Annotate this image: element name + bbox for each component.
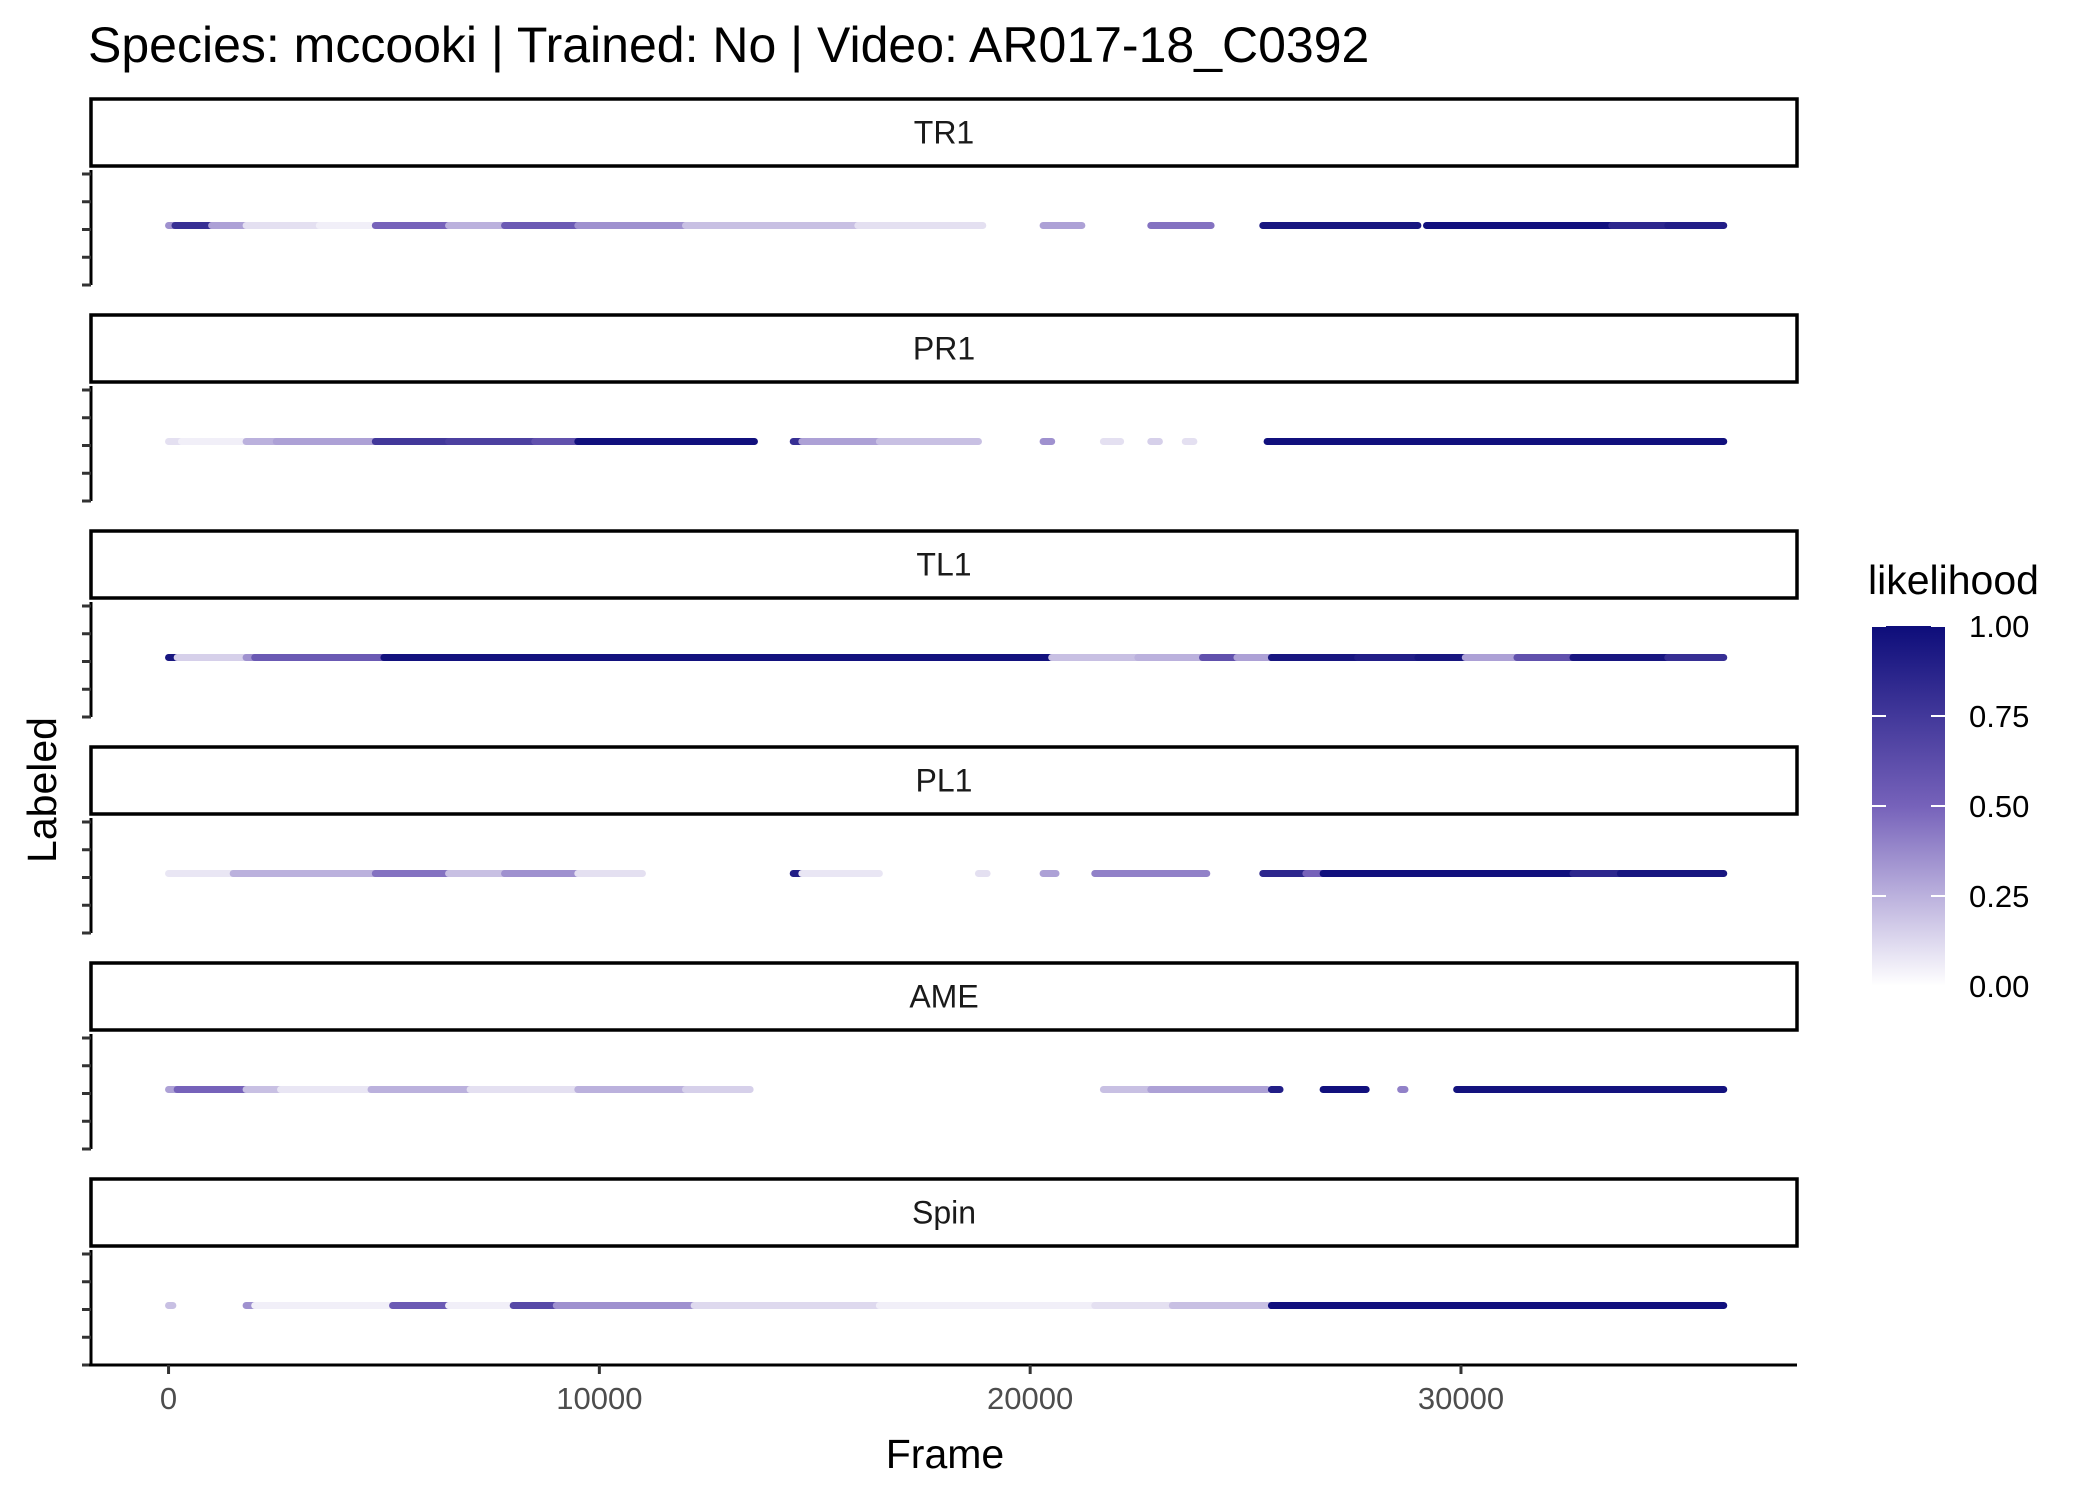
- x-axis-title: Frame: [886, 1431, 1004, 1477]
- chart-title: Species: mccooki | Trained: No | Video: …: [88, 17, 1369, 73]
- facet-strip-label: AME: [909, 979, 978, 1015]
- facet-strip: [89, 745, 1799, 816]
- x-axis: 0 10000 20000 30000: [160, 1365, 1504, 1416]
- facet-strip: [89, 1177, 1799, 1248]
- facet-strip-label: TL1: [916, 547, 971, 583]
- facet-strip: [89, 97, 1799, 168]
- legend-title: likelihood: [1868, 557, 2039, 603]
- legend-label: 0.75: [1969, 699, 2029, 734]
- facet-panel-pl1: PL1: [82, 745, 1799, 935]
- facet-panel-tl1: TL1: [82, 529, 1799, 719]
- legend: likelihood 1.00 0.75 0.50 0.25 0.00: [1868, 557, 2039, 1004]
- legend-label: 1.00: [1969, 609, 2029, 644]
- facet-panel-ame: AME: [82, 961, 1799, 1151]
- facet-panel-pr1: PR1: [82, 313, 1799, 503]
- legend-label: 0.50: [1969, 789, 2029, 824]
- x-tick-label: 20000: [987, 1381, 1073, 1416]
- facet-panel-spin: Spin: [82, 1177, 1799, 1367]
- legend-label: 0.25: [1969, 879, 2029, 914]
- y-axis-title: Labeled: [19, 717, 65, 863]
- x-tick-label: 30000: [1418, 1381, 1504, 1416]
- facet-strip-label: Spin: [912, 1195, 976, 1231]
- x-tick-label: 0: [160, 1381, 177, 1416]
- facet-strip: [89, 961, 1799, 1032]
- facet-strip-label: PL1: [916, 763, 973, 799]
- x-tick-label: 10000: [556, 1381, 642, 1416]
- facet-strip: [89, 313, 1799, 384]
- facet-strip-label: PR1: [913, 331, 975, 367]
- facet-panels: TR1 PR1 TL1 PL1 AME Spin: [82, 97, 1799, 1367]
- facet-strip-label: TR1: [914, 115, 974, 151]
- facet-panel-tr1: TR1: [82, 97, 1799, 287]
- facet-strip: [89, 529, 1799, 600]
- legend-label: 0.00: [1969, 969, 2029, 1004]
